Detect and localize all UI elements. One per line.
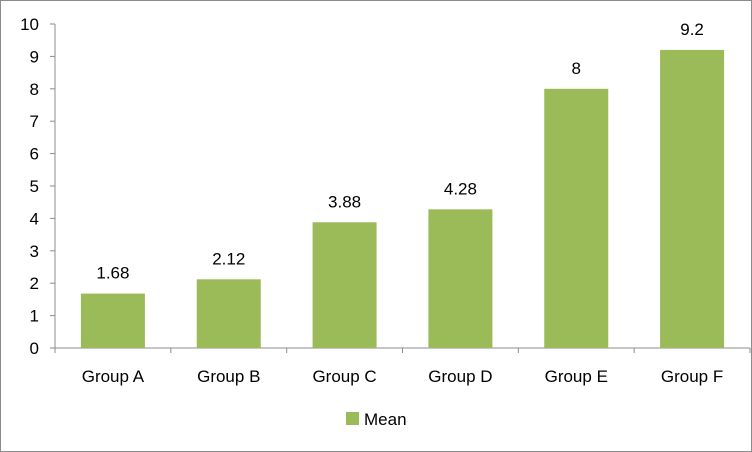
data-labels: 1.68 2.12 3.88 4.28 8 9.2 <box>96 20 704 283</box>
data-label: 8 <box>572 59 581 78</box>
category-label: Group B <box>197 367 260 386</box>
category-label: Group A <box>82 367 145 386</box>
y-tick-label: 3 <box>30 242 39 261</box>
bar <box>80 293 145 348</box>
data-label: 1.68 <box>96 264 129 283</box>
bars <box>80 49 725 349</box>
y-tick-label: 9 <box>30 47 39 66</box>
y-tick-label: 10 <box>20 15 39 34</box>
y-tick-label: 1 <box>30 307 39 326</box>
data-label: 3.88 <box>328 192 361 211</box>
x-axis <box>54 347 751 353</box>
legend-swatch <box>346 412 359 425</box>
data-label: 2.12 <box>212 249 245 268</box>
y-tick-label: 0 <box>30 339 39 358</box>
bar <box>428 209 493 348</box>
category-label: Group F <box>661 367 723 386</box>
legend: Mean <box>346 410 407 429</box>
y-tick-label: 7 <box>30 112 39 131</box>
category-labels: Group A Group B Group C Group D Group E Group… <box>82 367 724 386</box>
bar <box>196 279 261 348</box>
legend-label: Mean <box>364 410 407 429</box>
y-tick-label: 8 <box>30 80 39 99</box>
category-label: Group C <box>312 367 376 386</box>
y-tick-label: 6 <box>30 145 39 164</box>
y-tick-label: 5 <box>30 177 39 196</box>
category-label: Group D <box>428 367 492 386</box>
bar <box>660 49 725 349</box>
category-label: Group E <box>545 367 608 386</box>
bar <box>312 222 377 348</box>
y-tick-label: 4 <box>30 209 39 228</box>
data-label: 9.2 <box>680 20 704 39</box>
y-tick-label: 2 <box>30 274 39 293</box>
y-axis: 0 1 2 3 4 5 6 7 8 9 10 <box>20 15 56 358</box>
data-label: 4.28 <box>444 179 477 198</box>
bar <box>544 88 609 349</box>
